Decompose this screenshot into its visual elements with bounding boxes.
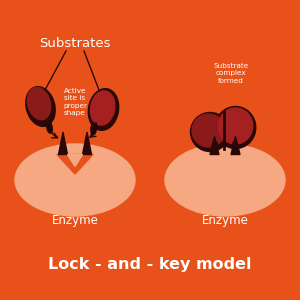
Text: Lock - and - key model: Lock - and - key model [48, 256, 252, 272]
Ellipse shape [27, 87, 51, 120]
Ellipse shape [218, 108, 253, 144]
Ellipse shape [47, 122, 52, 133]
Ellipse shape [192, 114, 225, 147]
Polygon shape [231, 136, 240, 154]
Text: Active
site is
proper
shape: Active site is proper shape [63, 88, 87, 116]
Text: Substrate
complex
formed: Substrate complex formed [213, 63, 249, 84]
Text: Enzyme: Enzyme [52, 214, 98, 227]
Ellipse shape [26, 87, 55, 126]
Polygon shape [57, 154, 93, 174]
Polygon shape [58, 132, 68, 154]
Ellipse shape [91, 123, 96, 135]
Text: Enzyme: Enzyme [202, 214, 248, 227]
Polygon shape [82, 132, 91, 154]
Ellipse shape [190, 112, 230, 152]
Ellipse shape [15, 144, 135, 216]
Polygon shape [68, 154, 82, 166]
Ellipse shape [88, 89, 119, 130]
Polygon shape [210, 136, 219, 154]
Ellipse shape [215, 106, 256, 148]
Ellipse shape [212, 141, 218, 153]
Text: Substrates: Substrates [39, 37, 111, 50]
Ellipse shape [232, 141, 238, 153]
Ellipse shape [165, 144, 285, 216]
Ellipse shape [90, 91, 115, 125]
